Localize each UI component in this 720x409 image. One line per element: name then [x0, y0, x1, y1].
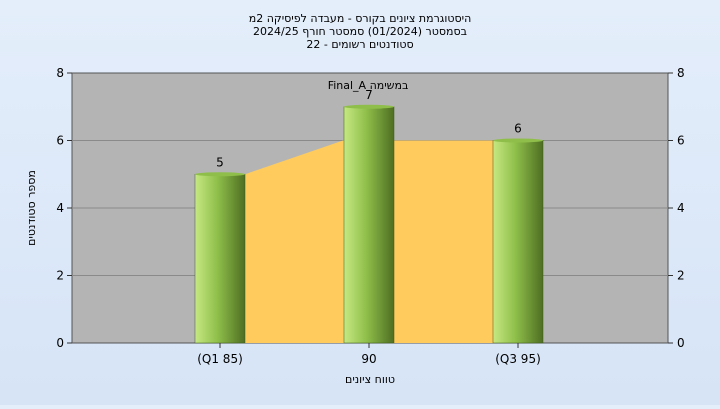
y-axis-label: מספר סטודנטים [25, 170, 38, 246]
y-tick-label-right: 0 [677, 336, 685, 350]
y-tick-label-right: 6 [677, 134, 685, 148]
data-label: 6 [514, 122, 522, 136]
bar [492, 140, 544, 344]
bar [194, 174, 246, 344]
y-tick-label-left: 8 [56, 66, 64, 80]
chart-title-line-3: סטודנטים רשומים - 22 [306, 38, 413, 51]
y-tick-label-left: 4 [56, 201, 64, 215]
bar [343, 106, 395, 344]
y-tick-label-left: 0 [56, 336, 64, 350]
y-tick-label-left: 6 [56, 134, 64, 148]
data-label: 7 [365, 88, 373, 102]
x-tick-label: (Q3 95) [495, 352, 541, 366]
annotation: Final_A במשימה [328, 79, 409, 92]
data-labels-layer: 5 7 6 [216, 88, 522, 170]
y-tick-label-right: 2 [677, 269, 685, 283]
y-tick-label-left: 2 [56, 269, 64, 283]
bar-cap [493, 138, 543, 143]
bar-cap [195, 172, 245, 177]
x-axis-label: טווח ציונים [345, 373, 395, 386]
chart-title-line-1: היסטוגרמת ציונים בקורס - מעבדה לפיסיקה 2… [249, 12, 472, 25]
x-tick-label: 90 [361, 352, 376, 366]
y-tick-label-right: 8 [677, 66, 685, 80]
chart-title-line-2: בסמסטר (01/2024) סמסטר חורף 2024/25 [253, 25, 467, 38]
y-tick-label-right: 4 [677, 201, 685, 215]
bar-cap [344, 104, 394, 109]
bars-layer [194, 104, 544, 344]
axis-layer: 0 0 2 2 4 4 6 6 8 8 (Q1 85) 90 (Q3 95) [56, 66, 684, 366]
x-tick-label: (Q1 85) [197, 352, 243, 366]
data-label: 5 [216, 155, 224, 169]
